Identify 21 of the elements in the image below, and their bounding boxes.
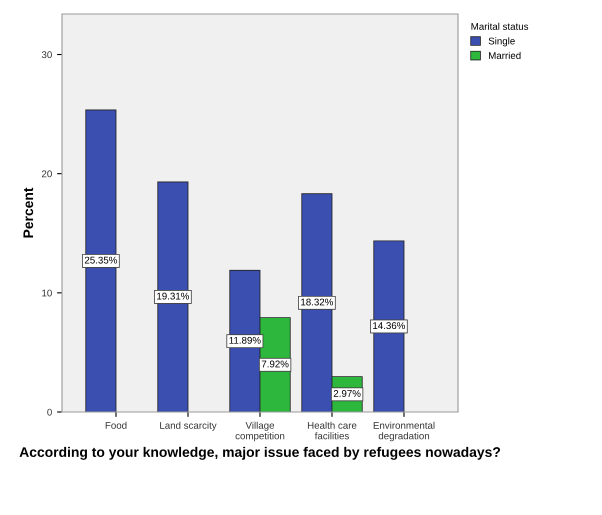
data-label: 2.97%: [334, 390, 361, 397]
y-tick-label: 0: [47, 408, 52, 416]
legend-label: Single: [488, 37, 515, 46]
x-tick-label: Village competition: [236, 422, 284, 442]
data-label: 11.89%: [229, 336, 261, 344]
legend-label: Married: [489, 52, 521, 60]
y-tick-label: 20: [42, 170, 52, 178]
data-label: 14.36%: [373, 322, 406, 330]
data-label: 7.92%: [262, 360, 289, 368]
data-label: 19.31%: [157, 292, 190, 300]
data-label: 18.32%: [301, 298, 334, 306]
x-tick-label: Food: [106, 422, 126, 429]
x-axis-title: According to your knowledge, major issue faced by refugees nowadays?: [20, 446, 500, 460]
x-tick-label: Land scarcity: [160, 422, 217, 431]
y-tick-label: 30: [42, 51, 52, 58]
y-axis-title: Percent: [23, 188, 34, 238]
legend-title: Marital status: [472, 22, 528, 30]
data-label: 25.35%: [84, 256, 118, 264]
y-tick-label: 10: [42, 290, 52, 296]
x-tick-label: Health care facilities: [308, 422, 356, 440]
x-tick-label: Environmental degradation: [374, 422, 434, 442]
